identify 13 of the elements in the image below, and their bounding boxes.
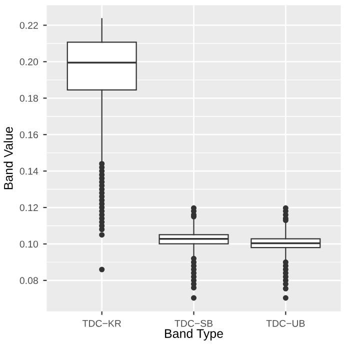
y-tick-label: 0.10 xyxy=(20,240,38,248)
x-tick-label: TDC−UB xyxy=(266,320,305,327)
y-tick-label: 0.16 xyxy=(20,131,38,138)
y-tick-label: 0.20 xyxy=(20,58,38,66)
x-tick-label: TDC−KR xyxy=(82,320,121,327)
x-tick-label: TDC−SB xyxy=(174,320,213,327)
y-tick-label: 0.08 xyxy=(20,277,38,284)
y-axis-title: Band Value xyxy=(4,126,13,190)
y-tick-label: 0.22 xyxy=(20,22,38,29)
y-tick-label: 0.14 xyxy=(20,168,38,175)
x-axis-title: Band Type xyxy=(165,328,223,340)
y-tick-label: 0.12 xyxy=(20,204,38,212)
y-tick-label: 0.18 xyxy=(20,94,38,102)
